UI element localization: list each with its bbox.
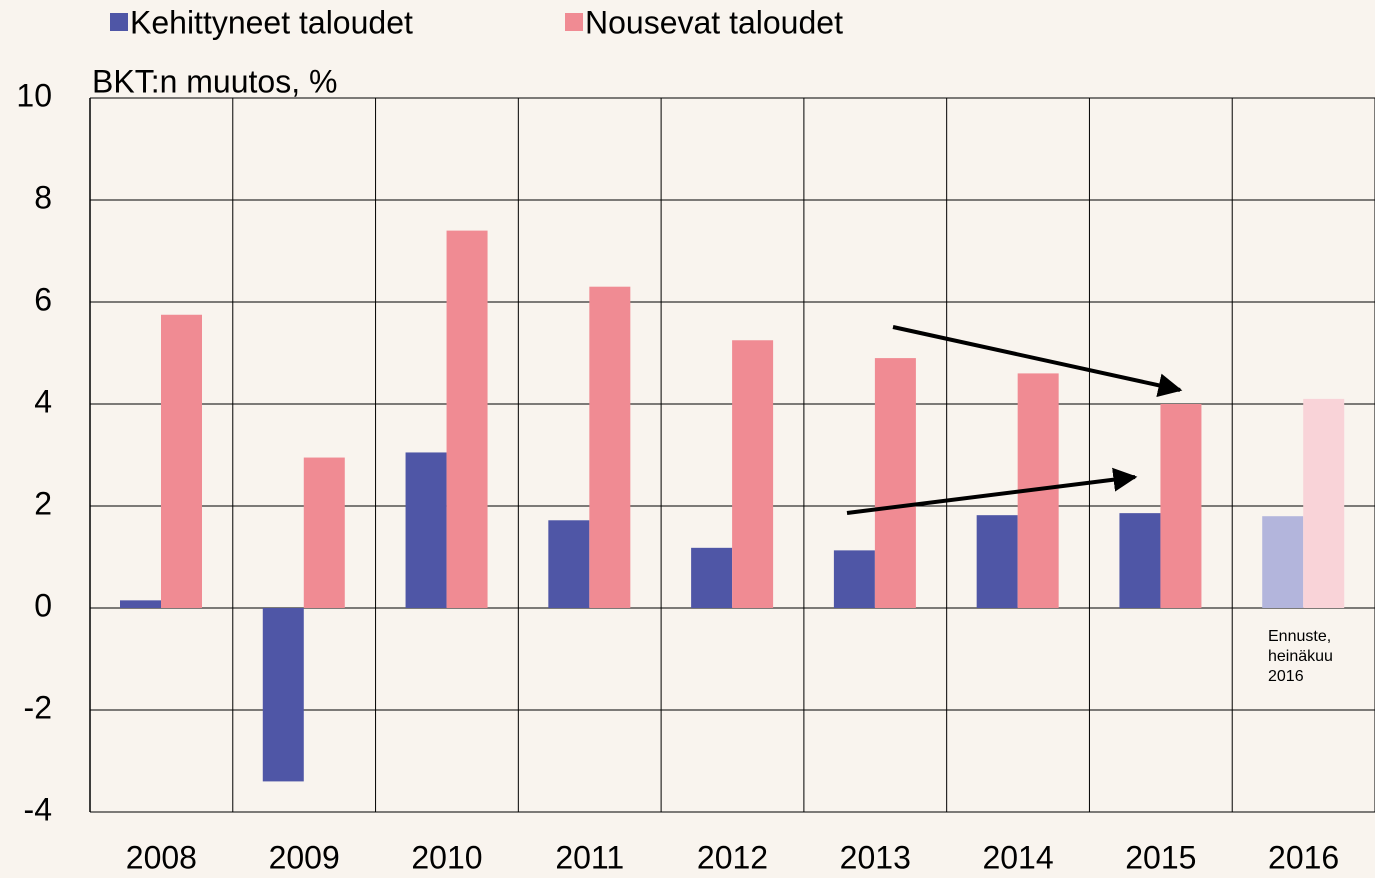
bar bbox=[874, 358, 916, 608]
y-tick-label: 6 bbox=[34, 281, 52, 317]
bar bbox=[303, 457, 345, 608]
bar bbox=[1119, 513, 1161, 608]
bar bbox=[732, 340, 774, 608]
x-tick-label: 2013 bbox=[840, 839, 911, 875]
x-tick-label: 2009 bbox=[269, 839, 340, 875]
annotation: heinäkuu bbox=[1268, 648, 1333, 665]
x-tick-label: 2012 bbox=[697, 839, 768, 875]
legend-swatch bbox=[565, 13, 583, 31]
bar bbox=[262, 608, 304, 782]
bar bbox=[1303, 398, 1345, 608]
bar bbox=[548, 520, 590, 608]
bar bbox=[1262, 516, 1304, 608]
y-tick-label: 4 bbox=[34, 383, 52, 419]
bar bbox=[405, 452, 447, 608]
y-tick-label: -2 bbox=[24, 689, 52, 725]
y-tick-label: 2 bbox=[34, 485, 52, 521]
annotation: 2016 bbox=[1268, 668, 1304, 685]
x-tick-label: 2016 bbox=[1268, 839, 1339, 875]
bar bbox=[161, 314, 202, 608]
x-tick-label: 2015 bbox=[1125, 839, 1196, 875]
legend-label: Kehittyneet taloudet bbox=[130, 4, 413, 40]
arrow bbox=[892, 325, 1183, 398]
arrow bbox=[846, 467, 1138, 515]
legend-label: Nousevat taloudet bbox=[585, 4, 843, 40]
bar bbox=[691, 547, 733, 608]
legend-swatch bbox=[110, 13, 128, 31]
y-axis-label: BKT:n muutos, % bbox=[92, 63, 337, 99]
bars bbox=[120, 230, 1345, 782]
x-tick-label: 2008 bbox=[126, 839, 197, 875]
x-tick-label: 2011 bbox=[555, 839, 624, 875]
bar bbox=[589, 286, 631, 608]
bar bbox=[446, 230, 488, 608]
annotation: Ennuste, bbox=[1268, 628, 1331, 645]
bar bbox=[120, 600, 161, 608]
y-tick-label: 10 bbox=[16, 77, 52, 113]
bar bbox=[1160, 404, 1202, 608]
y-tick-label: 8 bbox=[34, 179, 52, 215]
y-tick-label: 0 bbox=[34, 587, 52, 623]
bar bbox=[833, 550, 875, 608]
bar bbox=[976, 515, 1018, 608]
x-tick-label: 2010 bbox=[411, 839, 482, 875]
y-tick-label: -4 bbox=[24, 791, 52, 827]
x-tick-label: 2014 bbox=[982, 839, 1053, 875]
